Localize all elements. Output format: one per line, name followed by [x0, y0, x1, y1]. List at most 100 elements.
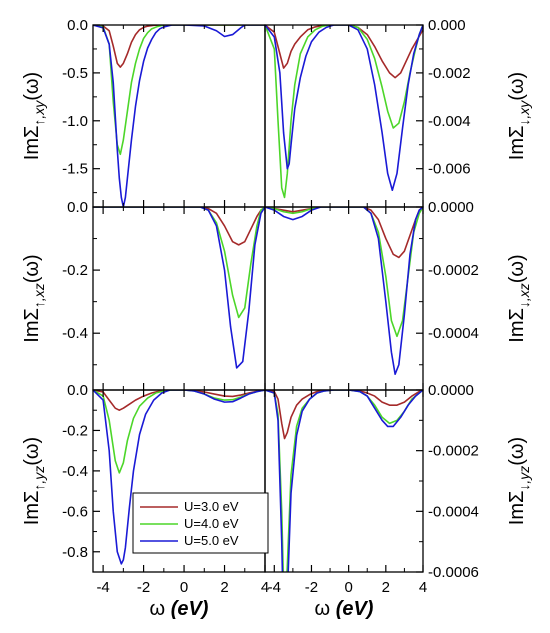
y-tick-label: -0.2 — [62, 422, 88, 439]
series-line-up-yz-4 — [93, 390, 265, 474]
y-label-tail: (ω) — [506, 254, 528, 283]
y-tick-label: -0.6 — [62, 503, 88, 520]
curves-up-xz — [93, 207, 265, 369]
y-tick-label: -1.0 — [62, 113, 88, 130]
y-tick-label: -0.0004 — [428, 325, 479, 342]
series-line-down-xy-5 — [265, 25, 423, 192]
series-line-up-xy-5 — [93, 25, 265, 207]
panel-down-yz: 0.0000 -0.0002 -0.0004 -0.0006 -4 -2 0 2 4 ImΣ↓,y… — [264, 382, 532, 596]
y-tick-label: 0.000 — [428, 17, 466, 34]
y-label-main: ImΣ — [21, 308, 43, 343]
x-tick-label: -2 — [305, 579, 318, 596]
y-tick-label: -0.8 — [62, 544, 88, 561]
x-tick-label: 0 — [180, 579, 188, 596]
series-line-down-xy-3 — [265, 25, 423, 79]
curves-down-xy — [265, 25, 423, 199]
x-tick-label: 0 — [344, 579, 352, 596]
series-line-up-xz-4 — [93, 207, 265, 319]
y-label-subscript: ↓,yz — [516, 466, 532, 491]
y-tick-label: -0.004 — [428, 113, 471, 130]
series-line-down-xz-3 — [265, 207, 423, 259]
y-tick-label: -1.5 — [62, 161, 88, 178]
y-tick-label: 0.0000 — [428, 382, 474, 399]
x-axis-label-right: ω (eV) — [315, 598, 374, 620]
x-label-unit: (eV) — [336, 598, 374, 620]
y-tick-label: -0.0004 — [428, 503, 479, 520]
y-label-subscript: ↑,xy — [31, 100, 47, 126]
curves-up-xy — [93, 25, 265, 207]
series-line-down-xz-5 — [265, 207, 423, 376]
y-tick-label: -0.4 — [62, 325, 88, 342]
series-line-down-xy-4 — [265, 25, 423, 199]
legend-label-u5: U=5.0 eV — [184, 533, 239, 548]
y-label-main: ImΣ — [506, 126, 528, 161]
y-label-tail: (ω) — [506, 437, 528, 466]
series-line-up-yz-3 — [93, 390, 265, 412]
series-line-down-yz-3 — [265, 390, 423, 440]
y-axis-label-down-xy: ImΣ↓,xy(ω) — [506, 72, 532, 160]
y-axis-label-up-xz: ImΣ↑,xz(ω) — [21, 254, 47, 342]
series-line-up-yz-5 — [93, 390, 265, 565]
y-tick-label: 0.0 — [67, 382, 88, 399]
series-line-up-xy-3 — [93, 25, 265, 68]
panels-layer: 0.0-0.5-1.0-1.5ImΣ↑,xy(ω)0.000-0.002-0.0… — [21, 17, 532, 620]
y-tick-label: -0.5 — [62, 65, 88, 82]
legend-label-u4: U=4.0 eV — [184, 516, 239, 531]
panel-up-xz: 0.0 -0.2 -0.4 ImΣ↑,xz(ω) — [21, 199, 266, 391]
frame-up-xz — [92, 206, 266, 391]
curves-down-xz — [265, 207, 423, 376]
y-label-subscript: ↓,xz — [516, 283, 532, 308]
x-label-symbol: ω — [315, 598, 336, 620]
y-label-tail: (ω) — [21, 72, 43, 101]
x-axis-label-left: ω (eV) — [150, 598, 209, 620]
y-tick-label: -0.002 — [428, 65, 471, 82]
y-label-tail: (ω) — [21, 254, 43, 283]
y-tick-label: -0.006 — [428, 161, 471, 178]
series-line-up-xy-4 — [93, 25, 265, 156]
x-label-unit: (eV) — [171, 598, 209, 620]
x-tick-label: -2 — [137, 579, 150, 596]
y-label-main: ImΣ — [21, 491, 43, 526]
y-tick-label: -0.0002 — [428, 262, 479, 279]
panel-up-xy: 0.0 -0.5 -1.0 -1.5 ImΣ↑,xy(ω) — [21, 17, 266, 208]
legend: U=3.0 eV U=4.0 eV U=5.0 eV — [132, 492, 269, 554]
y-tick-label: 0.0 — [67, 199, 88, 216]
series-line-up-xz-3 — [93, 207, 265, 246]
y-axis-label-up-yz: ImΣ↑,yz(ω) — [21, 437, 47, 525]
y-tick-label: -0.4 — [62, 463, 88, 480]
y-axis-label-down-xz: ImΣ↓,xz(ω) — [506, 254, 532, 342]
y-axis-label-down-yz: ImΣ↓,yz(ω) — [506, 437, 532, 525]
series-line-up-xz-5 — [93, 207, 265, 369]
series-line-down-xz-4 — [265, 207, 423, 338]
panel-down-xz: 0.0000 -0.0002 -0.0004 ImΣ↓,xz(ω) — [264, 199, 532, 391]
y-tick-label: -0.0006 — [428, 564, 479, 581]
curves-down-yz — [265, 390, 423, 572]
legend-box — [132, 492, 269, 554]
y-label-tail: (ω) — [21, 437, 43, 466]
x-tick-label: 4 — [419, 579, 427, 596]
x-tick-label: -4 — [96, 579, 109, 596]
legend-label-u3: U=3.0 eV — [184, 499, 239, 514]
y-label-subscript: ↓,xy — [516, 100, 532, 126]
x-tick-label: 4 — [261, 579, 269, 596]
frame-down-xy — [264, 24, 424, 208]
y-label-subscript: ↑,yz — [31, 466, 47, 491]
y-tick-label: 0.0000 — [428, 199, 474, 216]
y-tick-label: 0.0 — [67, 17, 88, 34]
x-tick-label: -4 — [268, 579, 281, 596]
y-label-main: ImΣ — [21, 126, 43, 161]
panel-up-yz: 0.0 -0.2 -0.4 -0.6 -0.8 -4 -2 0 2 4 ImΣ↑,yz(ω) — [21, 382, 269, 596]
x-tick-label: 2 — [382, 579, 390, 596]
y-tick-label: -0.2 — [62, 262, 88, 279]
y-label-main: ImΣ — [506, 308, 528, 343]
y-label-subscript: ↑,xz — [31, 283, 47, 308]
panel-down-xy: 0.000 -0.002 -0.004 -0.006 ImΣ↓,xy(ω) — [264, 17, 532, 208]
y-label-tail: (ω) — [506, 72, 528, 101]
x-label-symbol: ω — [150, 598, 171, 620]
y-tick-label: -0.0002 — [428, 443, 479, 460]
series-line-down-yz-5 — [265, 390, 423, 572]
y-label-main: ImΣ — [506, 491, 528, 526]
x-tick-label: 2 — [220, 579, 228, 596]
y-axis-label-up-xy: ImΣ↑,xy(ω) — [21, 72, 47, 160]
